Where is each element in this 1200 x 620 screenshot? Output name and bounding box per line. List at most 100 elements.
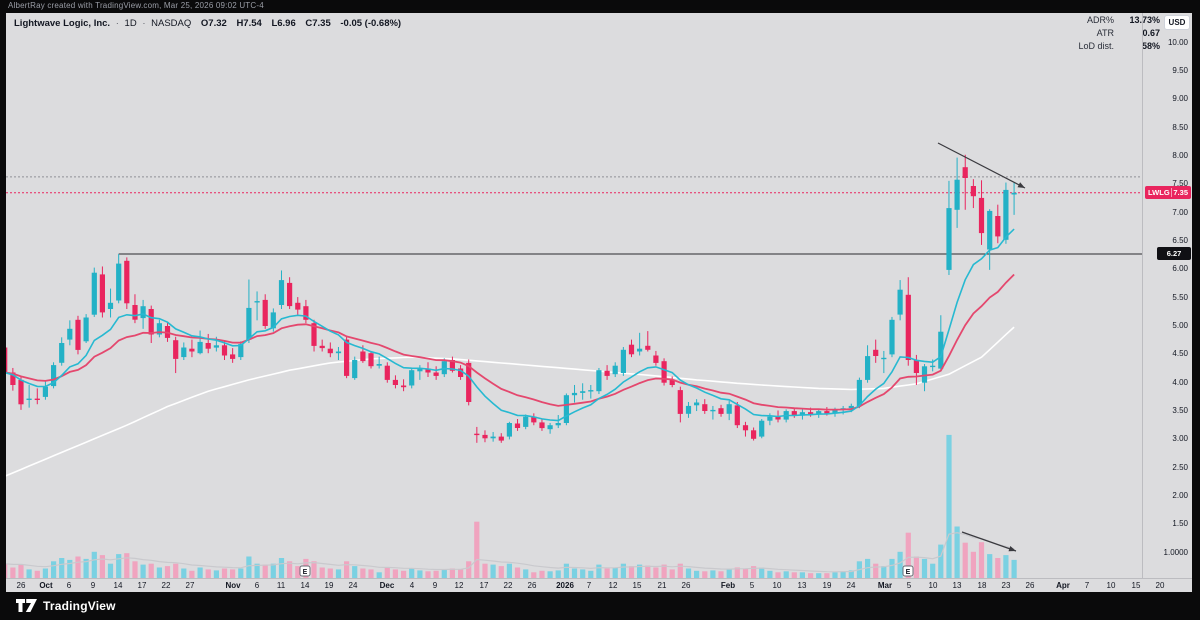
candle-body <box>563 395 569 423</box>
volume-bar <box>368 569 374 578</box>
volume-bar <box>816 573 822 578</box>
candle-body <box>91 272 97 315</box>
volume-bar <box>661 564 667 578</box>
symbol-title[interactable]: Lightwave Logic, Inc. <box>14 18 111 29</box>
candle-body <box>449 360 455 371</box>
candle-body <box>433 372 439 376</box>
volume-bar <box>59 558 65 578</box>
ohlc-low: L6.96 <box>271 18 296 29</box>
candle-body <box>83 317 89 342</box>
time-axis-label: 17 <box>137 581 147 590</box>
volume-bar <box>319 567 325 578</box>
volume-bar <box>783 571 789 578</box>
time-axis-label: 19 <box>822 581 832 590</box>
volume-bar <box>107 563 114 578</box>
candle-body <box>376 364 382 366</box>
volume-bar <box>26 569 32 578</box>
earnings-marker[interactable]: E <box>902 565 914 577</box>
candle-body <box>278 280 285 305</box>
time-axis-label: 6 <box>254 581 260 590</box>
candle-body <box>441 361 447 375</box>
volume-bar <box>1003 555 1009 578</box>
time-axis-label: Mar <box>877 581 893 590</box>
volume-bar <box>197 567 203 578</box>
time-axis-label: 21 <box>657 581 667 590</box>
time-axis-label: 14 <box>300 581 310 590</box>
currency-button[interactable]: USD <box>1164 15 1190 30</box>
volume-bar <box>173 563 179 578</box>
volume-bar <box>441 569 447 578</box>
volume-bar <box>449 568 455 578</box>
candle-body <box>205 343 211 349</box>
candle-body <box>775 416 781 420</box>
candle-body <box>913 360 919 373</box>
volume-bar <box>604 568 610 578</box>
candle-body <box>539 422 545 429</box>
candle-body <box>726 404 732 414</box>
candle-body <box>938 331 944 369</box>
price-axis-label: 7.00 <box>1172 207 1188 217</box>
candle-body <box>262 299 268 326</box>
candle-body <box>677 390 683 414</box>
volume-bar <box>2 563 8 578</box>
timeframe-label[interactable]: 1D <box>124 18 137 29</box>
bottom-bar: TradingView <box>0 592 1200 620</box>
volume-bar <box>677 563 683 578</box>
price-axis[interactable]: LWLG 7.35 6.27 10.00 9.50 9.00 8.50 8.00 7.50… <box>1142 13 1193 578</box>
header-separator: · <box>142 18 146 29</box>
volume-bar <box>490 564 496 578</box>
earnings-marker[interactable]: E <box>299 565 311 577</box>
candle-body <box>628 344 635 355</box>
volume-bar <box>563 563 569 578</box>
volume-bar <box>189 570 195 578</box>
candle-body <box>498 436 504 441</box>
candle-body <box>897 289 903 315</box>
candle-body <box>352 360 358 379</box>
candle-body <box>873 349 879 356</box>
time-axis-label: 24 <box>348 581 358 590</box>
candle-body <box>425 368 431 373</box>
candle-body <box>482 434 488 439</box>
price-badge-value: 7.35 <box>1173 188 1188 198</box>
price-axis-label: 1.0000 <box>1163 547 1188 557</box>
volume-bar <box>18 564 24 578</box>
volume-trend-arrow[interactable] <box>961 531 1017 552</box>
candle-body <box>767 416 773 421</box>
time-axis-label: 5 <box>749 581 755 590</box>
time-axis-label: Dec <box>379 581 395 590</box>
candle-body <box>799 412 805 416</box>
time-axis-label: 15 <box>1131 581 1141 590</box>
volume-bar <box>767 570 773 578</box>
price-badge-ticker: LWLG <box>1148 188 1170 198</box>
candle-body <box>889 319 895 355</box>
volume-bar <box>278 558 285 578</box>
volume-bar <box>848 570 854 578</box>
volume-bar <box>620 563 626 578</box>
volume-bar <box>164 566 171 578</box>
price-axis-label: 3.50 <box>1172 406 1188 416</box>
candle-body <box>506 423 512 437</box>
volume-bar <box>539 570 545 578</box>
time-axis[interactable]: 26 Oct 6 9 14 17 22 27 Nov 6 11 14 19 24 Dec 4 9 12 17 22 26… <box>6 578 1192 593</box>
volume-bar <box>913 556 919 578</box>
tradingview-logo[interactable]: TradingView <box>16 598 116 613</box>
trendline-drawing[interactable] <box>937 142 1026 189</box>
candle-body <box>685 405 692 414</box>
volume-bar <box>34 570 40 578</box>
badge-divider <box>1171 188 1173 198</box>
candle-body <box>140 306 146 319</box>
volume-bar <box>425 571 431 578</box>
volume-bar <box>205 569 211 578</box>
candle-body <box>360 351 366 362</box>
volume-bar <box>67 559 73 578</box>
candle-body <box>588 390 594 392</box>
candle-body <box>637 348 643 352</box>
volume-bar <box>832 572 838 578</box>
volume-bar <box>905 532 911 578</box>
candle-body <box>474 433 480 436</box>
candle-body <box>580 391 586 393</box>
volume-bar <box>645 565 651 578</box>
candle-body <box>384 365 390 380</box>
volume-bar <box>889 558 895 578</box>
